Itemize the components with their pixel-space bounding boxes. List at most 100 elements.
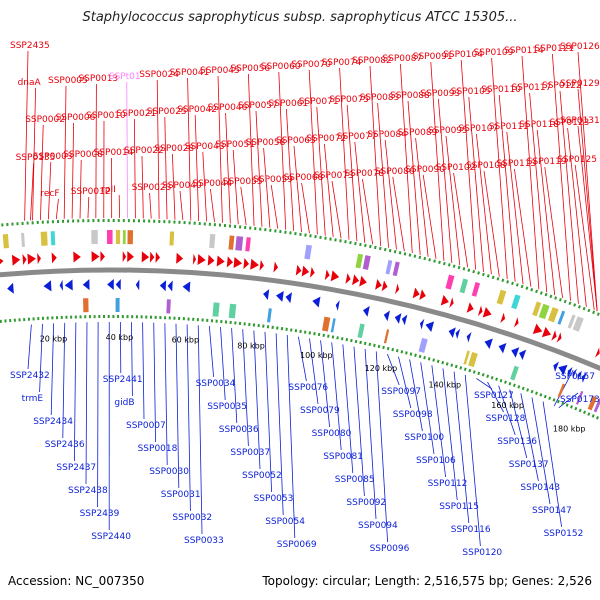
cog-feature (557, 310, 566, 325)
leader-line (87, 196, 90, 219)
gene-label: SSP0077 (337, 132, 377, 142)
scale-tick (386, 346, 390, 351)
scale-tick (481, 373, 485, 377)
scale-tick (463, 367, 467, 371)
cog-feature (557, 383, 566, 398)
gene-label: SSP0117 (512, 83, 552, 93)
gene-label: SSP0046 (208, 103, 248, 113)
forward-gene (259, 259, 264, 271)
gene-label: SSP0056 (230, 64, 270, 74)
leader-line (62, 322, 66, 439)
cog-feature (572, 316, 584, 332)
scale-tick (563, 299, 567, 304)
gene-label: SSP0032 (172, 513, 212, 523)
cog-feature (304, 244, 312, 260)
cog-feature (245, 237, 251, 252)
forward-gene (449, 297, 454, 308)
scale-tick (543, 394, 547, 399)
gene-label: SSP0075 (329, 95, 369, 105)
forward-gene (192, 253, 197, 265)
scale-tick (336, 336, 339, 340)
scale-tick (591, 414, 595, 418)
leader-line (342, 344, 354, 474)
gene-label: SSP0055 (223, 177, 263, 187)
cog-feature (587, 395, 598, 411)
cog-feature (593, 398, 600, 413)
reverse-gene (484, 338, 493, 349)
scale-tick (530, 287, 534, 292)
gene-label: SSP0053 (254, 494, 294, 504)
forward-gene (216, 255, 225, 267)
leader-line (264, 331, 272, 493)
gene-label: SSP0006 (56, 113, 96, 123)
forward-gene (149, 251, 155, 263)
cog-feature (355, 253, 364, 269)
gene-label: SSP0072 (306, 134, 346, 144)
gene-label: SSP2434 (33, 417, 73, 427)
gene-label: SSP0087 (382, 54, 422, 64)
leader-line (71, 122, 74, 219)
forward-gene (330, 270, 340, 282)
cog-feature (532, 301, 542, 317)
scale-tick (354, 339, 358, 344)
gene-label: SSP0111 (489, 122, 529, 132)
leader-line (577, 51, 598, 312)
gene-label: SSP0109 (474, 48, 514, 58)
leader-line (431, 365, 446, 478)
cog-feature (362, 255, 371, 270)
leader-line (521, 55, 540, 290)
leader-line (362, 178, 374, 245)
leader-line (577, 88, 598, 312)
leader-line (149, 192, 152, 219)
gene-label: SSP0074 (322, 58, 362, 68)
forward-gene (155, 251, 161, 263)
scale-tick (428, 258, 431, 262)
forward-gene (73, 251, 81, 263)
gene-label: SSP0025 (147, 107, 187, 117)
scale-tick (482, 272, 485, 277)
leader-line (74, 322, 77, 462)
leader-line (187, 77, 192, 221)
scale-tick (423, 355, 426, 360)
reverse-gene (64, 279, 73, 291)
gene-label: SSP0127 (474, 391, 514, 401)
gene-label: SSP0044 (192, 179, 232, 189)
gene-label: recF (40, 189, 59, 199)
cog-feature (459, 278, 469, 294)
gene-label: SSP0098 (393, 410, 433, 420)
forward-gene (375, 279, 382, 290)
gene-label: SSP0095 (428, 126, 468, 136)
leader-line (27, 324, 32, 370)
cog-feature (357, 323, 365, 339)
leader-line (232, 149, 239, 225)
gene-label: SSP0043 (185, 142, 225, 152)
cog-feature (330, 318, 336, 333)
cog-feature (228, 235, 235, 250)
leader-line (275, 333, 284, 516)
scale-tick (468, 368, 472, 373)
scale-tick (587, 308, 591, 313)
gene-label: SSP0112 (428, 479, 468, 489)
gene-label: SSP2441 (103, 375, 143, 385)
gene-label: SSP0093 (420, 89, 460, 99)
leader-line (32, 87, 36, 221)
scale-tick (568, 301, 572, 306)
cog-feature (385, 259, 393, 275)
reverse-gene (581, 372, 587, 383)
feature-tracks (0, 230, 600, 413)
reverse-gene (553, 361, 559, 372)
leader-line (453, 172, 469, 268)
scale-tick (467, 268, 471, 272)
gene-label: SSP0107 (458, 124, 498, 134)
leader-line (231, 328, 238, 424)
gene-label: SSP0057 (238, 101, 278, 111)
cog-feature (471, 282, 481, 297)
leader-line (392, 176, 405, 252)
cog-feature (547, 307, 559, 323)
reverse-gene (7, 282, 14, 294)
scale-tick (491, 275, 495, 280)
scale-tick (561, 401, 565, 406)
scale-tick (577, 305, 581, 309)
leader-line (134, 118, 136, 219)
gene-label: SSP0115 (439, 502, 479, 512)
